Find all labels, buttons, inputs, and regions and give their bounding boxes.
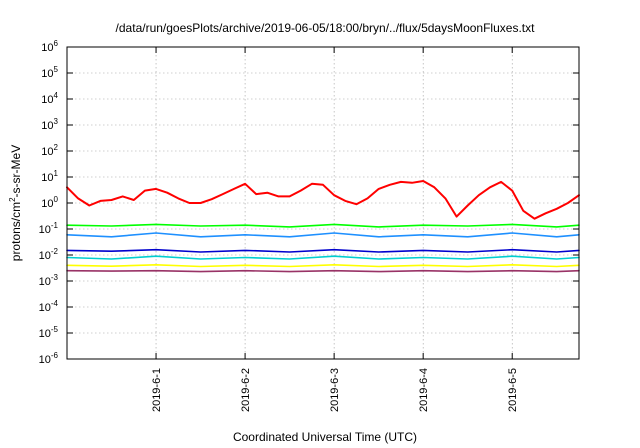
y-tick-exponent: 0 <box>54 195 59 204</box>
y-tick-label: 10-4 <box>39 299 59 314</box>
y-label-rest: -s-sr-MeV <box>9 145 23 198</box>
y-tick-label: 10-6 <box>39 351 59 366</box>
y-tick-label: 10-5 <box>39 325 59 340</box>
y-tick-exponent: -3 <box>51 273 59 282</box>
y-tick-base: 10 <box>41 94 53 106</box>
y-axis-ticks: 10-610-510-410-310-210-11001011021031041… <box>39 39 579 366</box>
y-tick-exponent: -5 <box>51 325 59 334</box>
y-tick-base: 10 <box>39 328 51 340</box>
x-tick-label: 2019-6-1 <box>151 368 163 412</box>
y-tick-base: 10 <box>41 198 53 210</box>
x-axis-ticks: 2019-6-1 2019-6-2 2019-6-3 2019-6-4 2019-6-5 <box>151 47 519 412</box>
y-tick-base: 10 <box>39 250 51 262</box>
y-label-sup: 2 <box>8 197 17 202</box>
series-line-4 <box>66 255 580 260</box>
y-tick-base: 10 <box>39 354 51 366</box>
y-tick-exponent: -6 <box>51 351 59 360</box>
y-tick-label: 10-3 <box>39 273 59 288</box>
y-tick-exponent: -2 <box>51 247 59 256</box>
y-tick-base: 10 <box>39 276 51 288</box>
series-line-6 <box>66 269 580 273</box>
y-tick-exponent: -4 <box>51 299 59 308</box>
y-tick-label: 105 <box>41 65 58 80</box>
y-tick-label: 102 <box>41 143 58 158</box>
y-tick-base: 10 <box>41 68 53 80</box>
x-tick-label: 2019-6-2 <box>240 368 252 412</box>
y-tick-label: 10-1 <box>39 221 59 236</box>
chart-title: /data/run/goesPlots/archive/2019-06-05/1… <box>116 21 536 35</box>
y-tick-base: 10 <box>41 42 53 54</box>
y-tick-base: 10 <box>41 146 53 158</box>
y-tick-label: 100 <box>41 195 58 210</box>
series-group <box>66 180 580 273</box>
series-line-1 <box>66 223 580 228</box>
series-line-2 <box>66 232 580 238</box>
grid <box>67 47 579 359</box>
y-tick-label: 104 <box>41 91 58 106</box>
y-tick-label: 101 <box>41 169 58 184</box>
x-axis-label: Coordinated Universal Time (UTC) <box>233 430 417 444</box>
y-label-base: protons/cm <box>9 202 23 261</box>
y-tick-label: 103 <box>41 117 58 132</box>
series-line-3 <box>66 248 580 253</box>
y-tick-base: 10 <box>41 120 53 132</box>
y-tick-exponent: 3 <box>54 117 59 126</box>
y-axis-label: protons/cm2-s-sr-MeV <box>8 145 23 261</box>
y-tick-base: 10 <box>41 172 53 184</box>
y-tick-label: 106 <box>41 39 58 54</box>
x-tick-label: 2019-6-3 <box>329 368 341 412</box>
y-tick-label: 10-2 <box>39 247 59 262</box>
y-tick-exponent: 2 <box>54 143 59 152</box>
x-tick-label: 2019-6-5 <box>507 368 519 412</box>
y-tick-exponent: 1 <box>54 169 59 178</box>
y-tick-exponent: 5 <box>54 65 59 74</box>
y-tick-exponent: 4 <box>54 91 59 100</box>
x-tick-label: 2019-6-4 <box>418 368 430 412</box>
y-tick-base: 10 <box>39 302 51 314</box>
y-tick-exponent: -1 <box>51 221 59 230</box>
y-tick-base: 10 <box>39 224 51 236</box>
y-tick-exponent: 6 <box>54 39 59 48</box>
series-line-5 <box>66 263 580 268</box>
series-line-0 <box>66 180 580 220</box>
